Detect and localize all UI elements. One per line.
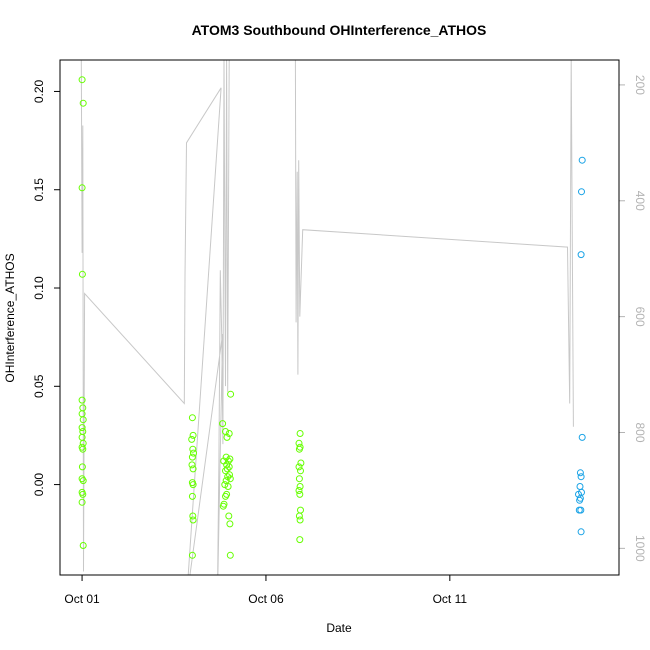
- green-data-point: [188, 492, 196, 500]
- y-tick-label: 0.10: [32, 276, 46, 300]
- left-axis: 0.00 0.05 0.10 0.15 0.20: [32, 79, 61, 497]
- blue-data-point: [578, 188, 585, 196]
- blue-data-point: [578, 156, 586, 164]
- green-data-point: [78, 270, 86, 278]
- green-data-point: [79, 490, 87, 498]
- green-data-point: [295, 487, 303, 494]
- green-data-point: [78, 424, 86, 432]
- green-data-point: [222, 492, 229, 500]
- blue-data-point: [577, 473, 585, 481]
- x-axis-label: Date: [326, 621, 352, 635]
- secondary-line: [80, 60, 574, 575]
- y2-tick-label: 400: [633, 191, 647, 211]
- green-data-point: [296, 536, 304, 544]
- green-data-point: [188, 435, 196, 443]
- x-tick-label: Oct 11: [433, 592, 468, 606]
- green-data-point: [297, 459, 305, 467]
- green-data-point: [78, 396, 86, 404]
- green-data-point: [223, 465, 231, 473]
- green-data-point: [222, 467, 229, 475]
- green-data-point: [188, 414, 196, 422]
- green-data-point: [79, 445, 87, 453]
- bottom-axis: Oct 01 Oct 06 Oct 11: [64, 574, 468, 606]
- y-tick-label: 0.00: [32, 473, 46, 497]
- green-data-point: [295, 512, 303, 520]
- green-data-point: [223, 433, 231, 441]
- green-data-point: [190, 449, 197, 457]
- green-data-point: [78, 76, 86, 84]
- green-data-point: [296, 430, 304, 437]
- green-data-point: [219, 502, 227, 510]
- scatter-points: [78, 76, 586, 559]
- y2-tick-label: 200: [633, 75, 647, 95]
- green-data-point: [78, 498, 86, 506]
- right-axis: 200 400 600 800 1000: [618, 75, 647, 562]
- y-tick-label: 0.15: [32, 178, 46, 202]
- green-data-point: [78, 184, 86, 192]
- green-data-point: [189, 465, 197, 473]
- y-tick-label: 0.05: [32, 374, 46, 398]
- x-tick-label: Oct 01: [64, 592, 100, 606]
- blue-data-point: [578, 433, 586, 441]
- green-data-point: [225, 430, 233, 437]
- plot-frame: [59, 59, 620, 576]
- green-data-point: [225, 512, 233, 520]
- secondary-series-line: [80, 60, 574, 575]
- green-data-point: [226, 455, 234, 463]
- green-data-point: [189, 512, 197, 520]
- green-data-point: [189, 431, 197, 439]
- green-data-point: [297, 467, 304, 475]
- green-data-point: [78, 463, 86, 471]
- green-data-point: [225, 463, 233, 471]
- green-data-point: [227, 390, 235, 398]
- x-tick-label: Oct 06: [248, 592, 284, 606]
- green-data-point: [226, 475, 234, 483]
- green-data-point: [188, 461, 196, 469]
- green-data-point: [295, 475, 303, 483]
- y-axis-label: OHInterference_ATHOS: [3, 253, 17, 382]
- blue-data-point: [576, 483, 584, 490]
- green-data-point: [295, 463, 303, 471]
- green-data-point: [189, 481, 197, 489]
- green-data-point: [79, 416, 87, 424]
- green-data-point: [189, 445, 197, 453]
- chart-title: ATOM3 Southbound OHInterference_ATHOS: [192, 22, 487, 38]
- green-data-point: [79, 99, 87, 107]
- green-data-point: [189, 516, 197, 524]
- green-data-point: [226, 520, 234, 528]
- green-data-point: [188, 453, 196, 461]
- blue-data-point: [577, 251, 585, 259]
- green-data-point: [296, 516, 304, 524]
- green-data-point: [188, 551, 196, 559]
- blue-data-point: [575, 506, 583, 514]
- y2-tick-label: 1000: [633, 535, 647, 562]
- green-data-point: [224, 483, 232, 490]
- blue-data-point: [576, 496, 584, 504]
- green-data-point: [226, 471, 233, 479]
- green-data-point: [296, 490, 304, 498]
- green-data-point: [297, 506, 304, 514]
- y2-tick-label: 800: [633, 422, 647, 442]
- y2-tick-label: 600: [633, 307, 647, 327]
- green-data-point: [219, 420, 227, 428]
- green-data-point: [295, 445, 303, 453]
- green-data-point: [79, 542, 87, 549]
- y-tick-label: 0.20: [32, 79, 46, 103]
- blue-data-point: [577, 528, 585, 536]
- green-data-point: [296, 483, 304, 490]
- green-data-point: [295, 439, 303, 447]
- blue-data-point: [576, 469, 584, 477]
- green-data-point: [226, 551, 234, 559]
- green-data-point: [79, 477, 87, 485]
